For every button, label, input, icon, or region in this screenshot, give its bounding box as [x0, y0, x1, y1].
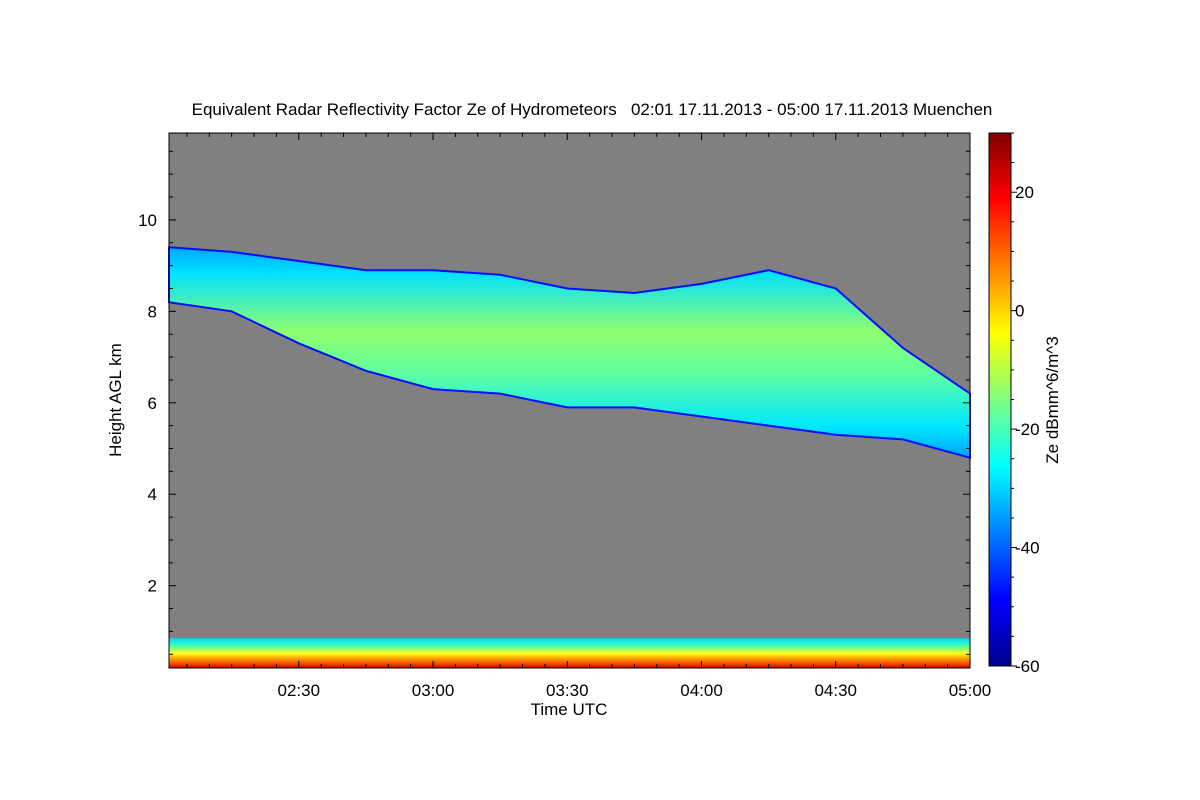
x-axis-label: Time UTC — [531, 700, 608, 719]
x-tick-label: 02:30 — [277, 681, 320, 700]
y-tick-label: 10 — [138, 211, 157, 230]
x-tick-label: 03:30 — [546, 681, 589, 700]
surface-clutter-area — [169, 638, 970, 668]
x-tick-label: 04:30 — [814, 681, 857, 700]
y-tick-label: 8 — [148, 302, 157, 321]
colorbar-tick-label: -20 — [1015, 420, 1040, 439]
chart-title: Equivalent Radar Reflectivity Factor Ze … — [192, 100, 993, 119]
colorbar-label: Ze dBmm^6/m^3 — [1043, 336, 1062, 463]
colorbar-tick-label: 20 — [1015, 183, 1034, 202]
x-tick-label: 03:00 — [412, 681, 455, 700]
colorbar — [988, 132, 1012, 667]
colorbar-tick-label: -60 — [1015, 657, 1040, 676]
y-axis-label: Height AGL km — [106, 343, 125, 457]
x-tick-label: 05:00 — [949, 681, 992, 700]
y-tick-label: 4 — [148, 485, 157, 504]
y-tick-label: 2 — [148, 577, 157, 596]
x-tick-label: 04:00 — [680, 681, 723, 700]
colorbar-tick-label: 0 — [1015, 302, 1024, 321]
colorbar-tick-label: -40 — [1015, 539, 1040, 558]
y-tick-label: 6 — [148, 394, 157, 413]
plot-frame — [168, 132, 971, 669]
